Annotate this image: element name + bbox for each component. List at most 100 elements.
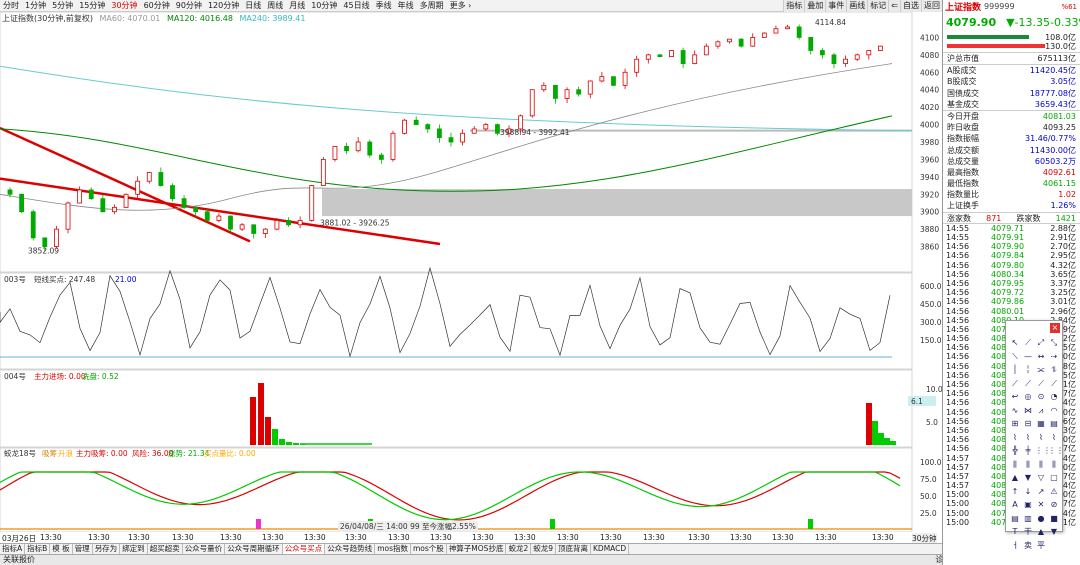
timeframe-8[interactable]: 日线	[245, 1, 262, 10]
draw-tool-12[interactable]: ⟋	[1012, 378, 1018, 388]
draw-tool-48[interactable]: A	[1012, 500, 1018, 509]
draw-tool-18[interactable]: ⊙	[1037, 392, 1045, 401]
draw-tool-50[interactable]: ✕	[1037, 500, 1045, 509]
draw-tool-40[interactable]: ▲	[1011, 473, 1019, 482]
draw-tool-17[interactable]: ◎	[1024, 392, 1032, 401]
draw-tool-44[interactable]: ↑	[1011, 486, 1019, 496]
draw-tool-7[interactable]: ⇢	[1050, 351, 1058, 361]
draw-tool-41[interactable]: ▼	[1024, 473, 1032, 482]
draw-tool-0[interactable]: ↖	[1011, 338, 1019, 347]
draw-tool-62[interactable]: 平	[1037, 540, 1045, 550]
draw-tool-56[interactable]: T	[1012, 527, 1018, 536]
tab-8[interactable]: 公众号周期循环	[225, 544, 283, 554]
tab-2[interactable]: 模 板	[50, 544, 73, 554]
toolbar-btn-7[interactable]: 返回	[921, 0, 942, 12]
tab-15[interactable]: 蛟龙9	[531, 544, 557, 554]
timeframe-14[interactable]: 年线	[397, 1, 414, 10]
draw-tool-61[interactable]: 卖	[1024, 540, 1032, 550]
draw-tool-5[interactable]: —	[1024, 351, 1032, 361]
draw-tool-60[interactable]: ㅓ	[1011, 540, 1019, 550]
draw-tool-10[interactable]: ⫘	[1037, 365, 1045, 374]
timeframe-13[interactable]: 季线	[375, 1, 392, 10]
index-name[interactable]: 上证指数	[945, 3, 982, 13]
timeframe-16[interactable]: 更多 ›	[449, 1, 472, 10]
draw-tool-27[interactable]: ▤	[1050, 419, 1058, 428]
draw-tool-9[interactable]: ╎	[1025, 365, 1031, 374]
timeframe-6[interactable]: 90分钟	[175, 1, 202, 10]
toolbar-btn-6[interactable]: 自选	[900, 0, 921, 12]
draw-tool-55[interactable]: ■	[1050, 513, 1058, 523]
main-chart[interactable]: 4100 4080 4060 4040 4020 4000 3980 3960 3940 3920…	[0, 12, 942, 532]
draw-tool-28[interactable]: ⌇	[1013, 432, 1017, 442]
draw-tool-59[interactable]: ▼	[1050, 527, 1058, 536]
tab-12[interactable]: mos个股	[411, 544, 447, 554]
draw-tool-36[interactable]: ⫼	[1013, 459, 1017, 469]
tab-13[interactable]: 神算子MOS抄底	[447, 544, 507, 554]
draw-tool-14[interactable]: ⟋	[1038, 378, 1044, 388]
draw-tool-19[interactable]: ◔	[1050, 392, 1058, 401]
tab-4[interactable]: 另存为	[93, 544, 121, 554]
draw-tool-22[interactable]: ⩘	[1038, 405, 1044, 415]
toolbar-btn-0[interactable]: 指标	[783, 0, 805, 12]
draw-tool-11[interactable]: ⥮	[1051, 365, 1057, 374]
draw-tool-49[interactable]: ▣	[1024, 500, 1032, 509]
linked-quote[interactable]: 关联报价	[3, 555, 35, 564]
draw-tool-34[interactable]: ⋮⋮	[1035, 446, 1051, 455]
draw-tool-23[interactable]: ◠	[1050, 405, 1058, 415]
timeframe-4[interactable]: 30分钟	[111, 1, 138, 10]
draw-tool-20[interactable]: ∿	[1011, 405, 1019, 415]
timeframe-12[interactable]: 45日线	[343, 1, 370, 10]
toolbar-btn-2[interactable]: 事件	[825, 0, 847, 12]
draw-tool-46[interactable]: ↗	[1037, 486, 1045, 496]
draw-tool-33[interactable]: ╪	[1025, 446, 1031, 455]
toolbar-btn-3[interactable]: 画线	[846, 0, 868, 12]
tab-7[interactable]: 公众号量价	[183, 544, 226, 554]
draw-tool-4[interactable]: ⟍	[1012, 351, 1018, 361]
draw-tool-47[interactable]: ⚠	[1050, 486, 1058, 496]
tab-9[interactable]: 公众号买点	[282, 544, 326, 554]
draw-tool-24[interactable]: ⊞	[1011, 419, 1019, 428]
toolbar-btn-5[interactable]: ⇐	[888, 0, 900, 12]
draw-tool-13[interactable]: ⟋	[1025, 378, 1031, 388]
draw-tool-53[interactable]: ▥	[1024, 513, 1032, 523]
draw-tool-35[interactable]: ⋮⋮	[1048, 446, 1064, 455]
timeframe-5[interactable]: 60分钟	[143, 1, 170, 10]
draw-tool-26[interactable]: ▦	[1037, 419, 1045, 428]
draw-tool-30[interactable]: ⌇	[1039, 432, 1043, 442]
timeframe-15[interactable]: 多周期	[419, 1, 444, 10]
draw-tool-29[interactable]: ⌇	[1026, 432, 1030, 442]
timeframe-3[interactable]: 15分钟	[79, 1, 106, 10]
draw-tool-42[interactable]: ▽	[1037, 473, 1045, 482]
tab-14[interactable]: 蛟龙2	[506, 544, 532, 554]
draw-tool-2[interactable]: ⤢	[1037, 338, 1045, 347]
timeframe-2[interactable]: 5分钟	[52, 1, 74, 10]
draw-tool-38[interactable]: ⫼	[1039, 459, 1043, 469]
tab-6[interactable]: 超买超卖	[148, 544, 183, 554]
timeframe-7[interactable]: 120分钟	[207, 1, 240, 10]
draw-tool-58[interactable]: ▲	[1037, 527, 1045, 536]
draw-tool-3[interactable]: ⤡	[1050, 338, 1058, 347]
draw-tool-32[interactable]: ╬	[1012, 446, 1018, 455]
timeframe-10[interactable]: 月线	[289, 1, 306, 10]
draw-tool-54[interactable]: ●	[1037, 513, 1045, 523]
draw-tool-15[interactable]: ⟋	[1051, 378, 1057, 388]
draw-tool-8[interactable]: │	[1012, 365, 1018, 374]
draw-tool-1[interactable]: ⟋	[1025, 338, 1031, 347]
tab-11[interactable]: mos指数	[375, 544, 411, 554]
draw-tool-52[interactable]: ▤	[1011, 513, 1019, 523]
draw-tool-16[interactable]: ↩	[1011, 392, 1019, 401]
toolbar-btn-1[interactable]: 叠加	[804, 0, 826, 12]
draw-tool-21[interactable]: ⋈	[1024, 405, 1032, 415]
toolbar-btn-4[interactable]: 标记	[867, 0, 889, 12]
draw-tool-63[interactable]	[1048, 540, 1060, 553]
draw-tool-25[interactable]: ⊟	[1024, 419, 1032, 428]
tab-16[interactable]: 顶底背离	[556, 544, 592, 554]
tab-0[interactable]: 指标A	[0, 544, 26, 554]
timeframe-1[interactable]: 1分钟	[25, 1, 47, 10]
close-icon[interactable]: ×	[1050, 323, 1060, 333]
timeframe-11[interactable]: 10分钟	[311, 1, 338, 10]
draw-tool-51[interactable]: ⊘	[1050, 500, 1058, 509]
draw-tool-37[interactable]: ⫼	[1026, 459, 1030, 469]
tab-1[interactable]: 指标B	[25, 544, 51, 554]
tab-3[interactable]: 管理	[73, 544, 93, 554]
